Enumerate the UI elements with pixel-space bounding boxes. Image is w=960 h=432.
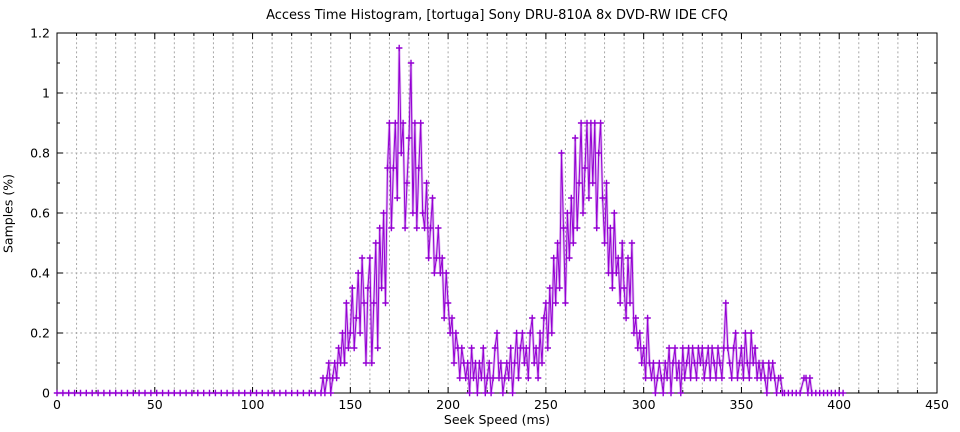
y-tick-label: 0.8 xyxy=(30,146,50,161)
y-axis-label: Samples (%) xyxy=(0,174,16,253)
series-line-glow xyxy=(57,47,844,395)
x-tick-label: 450 xyxy=(925,397,949,412)
y-tick-label: 0.2 xyxy=(30,326,50,341)
x-tick-labels: 0 50 100 150 200 250 300 350 400 450 xyxy=(53,397,949,412)
x-tick-label: 350 xyxy=(730,397,754,412)
x-axis-label: Seek Speed (ms) xyxy=(443,412,551,427)
y-tick-label: 0 xyxy=(42,386,50,401)
x-tick-label: 50 xyxy=(147,397,163,412)
x-tick-label: 0 xyxy=(53,397,61,412)
series-plus-markers xyxy=(53,44,847,397)
y-tick-label: 1.2 xyxy=(30,26,50,41)
y-tick-label: 0.4 xyxy=(30,266,50,281)
y-tick-label: 1 xyxy=(42,86,50,101)
y-tick-labels: 0 0.2 0.4 0.6 0.8 1 1.2 xyxy=(30,26,50,401)
chart-title: Access Time Histogram, [tortuga] Sony DR… xyxy=(266,8,728,23)
x-tick-label: 200 xyxy=(436,397,460,412)
x-tick-label: 400 xyxy=(827,397,851,412)
grid-lines xyxy=(57,33,937,393)
x-tick-label: 250 xyxy=(534,397,558,412)
x-tick-label: 300 xyxy=(632,397,656,412)
y-tick-label: 0.6 xyxy=(30,206,50,221)
x-tick-label: 150 xyxy=(338,397,362,412)
x-tick-label: 100 xyxy=(241,397,265,412)
